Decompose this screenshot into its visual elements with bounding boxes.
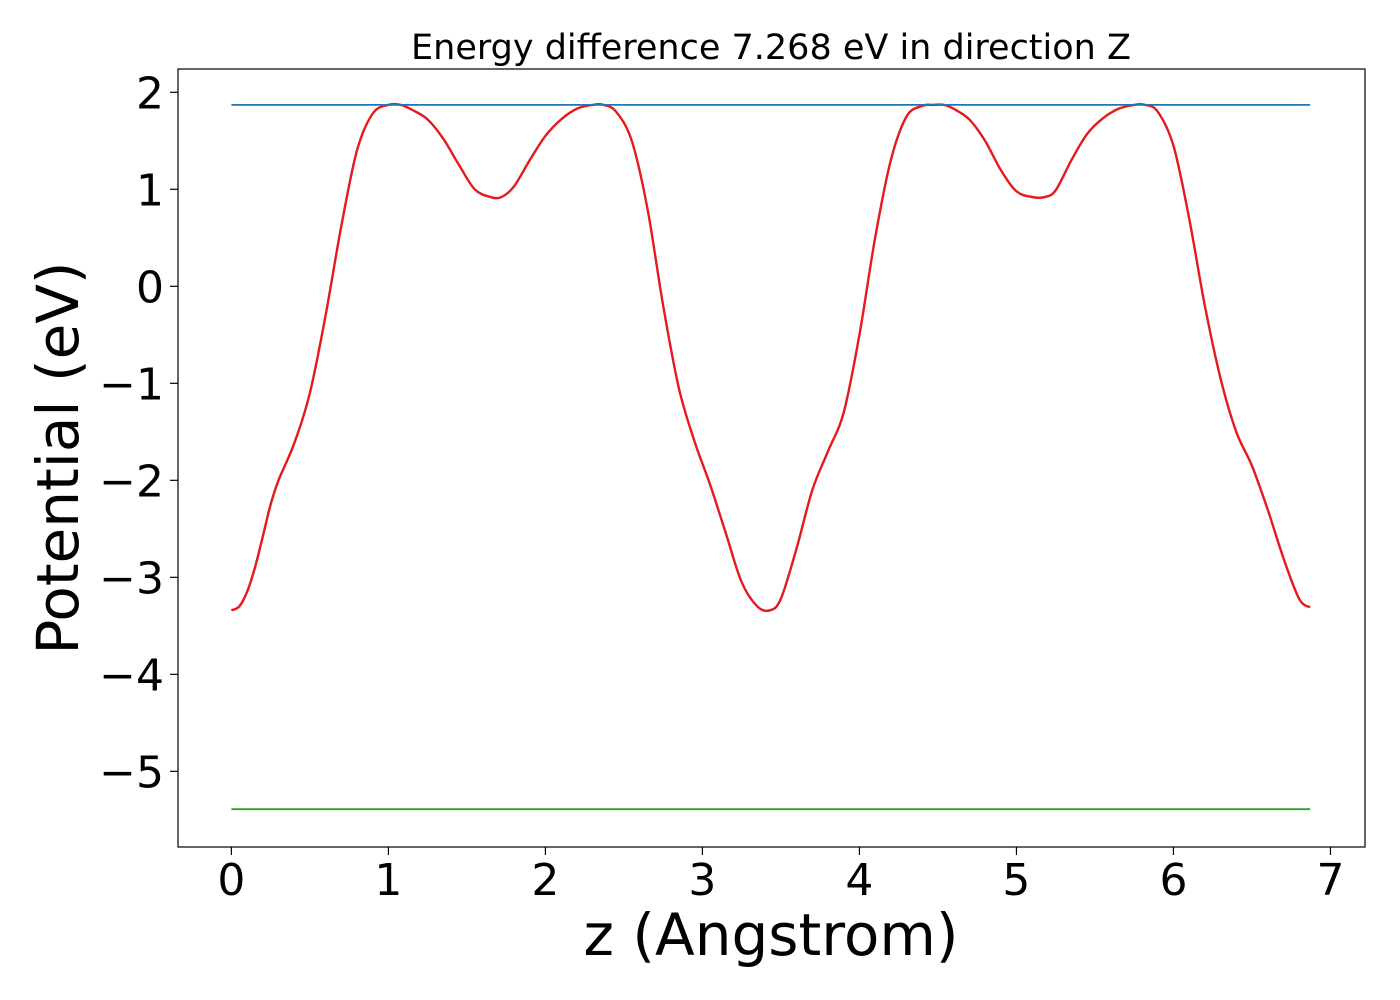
x-axis-label: z (Angstrom) xyxy=(584,901,959,969)
y-axis: −5 −4 −3 −2 −1 0 1 2 xyxy=(99,68,178,798)
y-tick-label: −2 xyxy=(99,456,164,507)
chart-title: Energy difference 7.268 eV in direction … xyxy=(411,28,1131,68)
potential-curve xyxy=(230,102,1311,613)
x-tick-label: 6 xyxy=(1159,855,1187,906)
y-axis-label: Potential (eV) xyxy=(24,261,92,654)
plot-frame xyxy=(177,68,1366,848)
x-tick-label: 0 xyxy=(217,855,245,906)
x-axis: 0 1 2 3 4 5 6 7 xyxy=(217,847,1344,906)
x-tick-label: 7 xyxy=(1316,855,1344,906)
y-tick-label: 0 xyxy=(136,262,164,313)
y-tick-label: −4 xyxy=(99,650,164,701)
plot-area xyxy=(230,102,1311,811)
x-tick-label: 4 xyxy=(845,855,873,906)
x-tick-label: 3 xyxy=(688,855,716,906)
x-tick-label: 5 xyxy=(1002,855,1030,906)
x-tick-label: 1 xyxy=(374,855,402,906)
y-tick-label: −3 xyxy=(99,553,164,604)
y-tick-label: 1 xyxy=(136,165,164,216)
y-tick-label: −1 xyxy=(99,359,164,410)
y-tick-label: −5 xyxy=(99,747,164,798)
y-tick-label: 2 xyxy=(136,68,164,119)
x-tick-label: 2 xyxy=(531,855,559,906)
